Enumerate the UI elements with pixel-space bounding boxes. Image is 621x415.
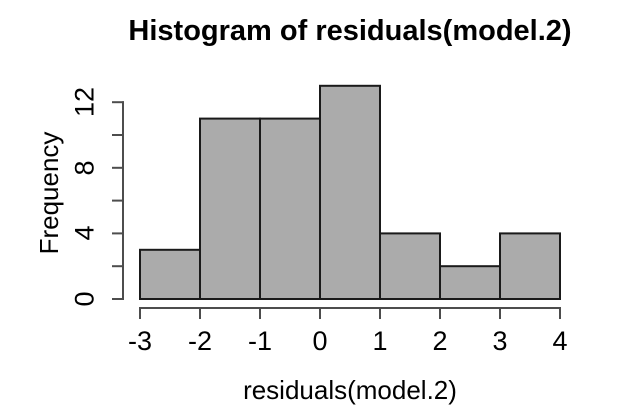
x-tick-label: -1	[247, 326, 273, 356]
x-tick-label: 2	[432, 326, 448, 356]
y-tick-label: 12	[69, 87, 100, 118]
histogram-bar	[439, 265, 501, 301]
histogram-bar	[379, 232, 441, 300]
x-tick-label: 1	[372, 326, 388, 356]
histogram-bar	[139, 248, 201, 301]
x-tick-label: 3	[492, 326, 508, 356]
histogram-bar	[199, 117, 261, 300]
y-tick-label: 0	[69, 291, 100, 307]
histogram-bar	[319, 84, 381, 300]
histogram-bar	[259, 117, 321, 300]
x-tick-label: -2	[187, 326, 213, 356]
y-tick-label: 8	[69, 160, 100, 176]
x-tick-label: -3	[127, 326, 153, 356]
histogram-bar	[499, 232, 561, 300]
y-axis-title: Frequency	[34, 131, 64, 255]
x-tick-label: 0	[312, 326, 328, 356]
x-tick-label: 4	[552, 326, 568, 356]
chart-title: Histogram of residuals(model.2)	[128, 15, 572, 47]
y-tick-label: 4	[69, 225, 100, 241]
x-axis-title: residuals(model.2)	[243, 375, 457, 405]
